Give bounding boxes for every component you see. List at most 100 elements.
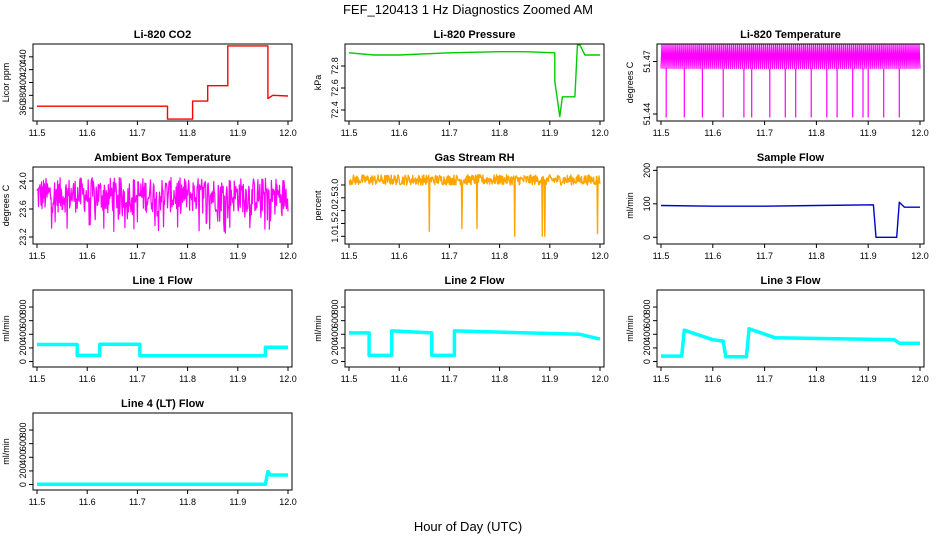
y-tick-label: 400 [18, 75, 28, 90]
x-tick-label: 11.5 [653, 251, 670, 261]
y-tick-label: 72.4 [330, 101, 340, 119]
plot-area [37, 45, 289, 120]
y-tick-label: 800 [18, 300, 28, 315]
x-tick-label: 11.7 [129, 251, 146, 261]
x-tick-label: 11.6 [391, 251, 408, 261]
y-tick-label: 400 [330, 327, 340, 342]
data-series-line [660, 44, 921, 118]
y-tick-label: 72.8 [330, 57, 340, 75]
data-series-line [37, 45, 289, 120]
x-tick-label: 11.7 [129, 374, 146, 384]
x-tick-label: 12.0 [911, 374, 929, 384]
y-tick-label: 200 [18, 340, 28, 355]
plot-area [349, 329, 601, 358]
y-tick-label: 1.0 [330, 230, 340, 243]
x-tick-label: 11.7 [756, 128, 773, 138]
y-axis-label: percent [313, 190, 323, 221]
chart-title: Ambient Box Temperature [94, 152, 231, 164]
plot-frame [32, 289, 293, 368]
figure-xlabel: Hour of Day (UTC) [414, 519, 522, 534]
x-tick-label: 11.8 [179, 251, 196, 261]
x-tick-label: 12.0 [279, 251, 297, 261]
plot-area [660, 201, 920, 238]
x-tick-label: 11.8 [491, 251, 508, 261]
chart-panel: Li-820 Pressure kPa 11.5 11.6 11.7 11.8 11.9 12… [313, 29, 609, 138]
x-tick-label: 11.8 [808, 128, 825, 138]
x-tick-label: 12.0 [591, 128, 609, 138]
x-tick-label: 11.9 [541, 251, 558, 261]
y-tick-label: 100 [642, 196, 652, 211]
x-tick-label: 11.5 [29, 251, 46, 261]
plot-area [348, 44, 600, 118]
y-tick-label: 3.0 [330, 179, 340, 192]
data-series-line [36, 177, 289, 234]
plot-area [660, 44, 921, 118]
x-tick-label: 11.8 [491, 128, 508, 138]
plot-area [348, 174, 601, 237]
y-tick-label: 200 [330, 340, 340, 355]
plot-frame [344, 43, 605, 122]
chart-title: Line 4 (LT) Flow [121, 398, 204, 410]
y-tick-label: 1.5 [330, 217, 340, 230]
x-tick-label: 11.6 [79, 497, 96, 507]
x-tick-label: 11.6 [79, 374, 96, 384]
x-tick-label: 12.0 [279, 374, 297, 384]
y-tick-label: 400 [18, 327, 28, 342]
x-tick-label: 11.9 [229, 251, 246, 261]
y-tick-label: 380 [18, 88, 28, 103]
y-tick-label: 200 [18, 463, 28, 478]
plot-frame [32, 166, 293, 245]
plot-area [37, 469, 288, 486]
x-tick-label: 11.9 [541, 374, 558, 384]
y-tick-label: 51.44 [642, 103, 652, 126]
data-series-line [348, 174, 601, 237]
plot-frame [344, 289, 605, 368]
data-series-line [661, 327, 920, 359]
chart-panel: Ambient Box Temperature degrees C 11.5 11.6… [1, 152, 297, 261]
y-tick-label: 600 [18, 436, 28, 451]
x-tick-label: 11.5 [341, 128, 358, 138]
plot-area [36, 177, 289, 234]
y-axis-label: Licor ppm [1, 63, 11, 103]
data-series-line [660, 201, 920, 238]
chart-panel: Line 1 Flow ml/min 11.5 11.6 11.7 11.8 11.9 12.… [1, 275, 297, 384]
y-tick-label: 23.2 [18, 228, 28, 246]
y-tick-label: 2.0 [330, 204, 340, 217]
x-tick-label: 11.9 [541, 128, 558, 138]
data-series-line [349, 329, 601, 358]
chart-panel: Line 4 (LT) Flow ml/min 11.5 11.6 11.7 11.8 11… [1, 398, 297, 507]
y-axis-label: degrees C [1, 184, 11, 226]
y-tick-label: 23.6 [18, 200, 28, 218]
y-tick-label: 400 [642, 327, 652, 342]
x-tick-label: 11.6 [704, 374, 721, 384]
chart-panel: Li-820 Temperature degrees C 11.5 11.6 11.7 1… [625, 29, 929, 138]
plot-area [37, 342, 288, 358]
x-tick-label: 11.8 [808, 374, 825, 384]
x-tick-label: 12.0 [911, 251, 929, 261]
x-tick-label: 12.0 [279, 128, 297, 138]
y-tick-label: 200 [642, 340, 652, 355]
chart-panel: Gas Stream RH percent 11.5 11.6 11.7 11.8 11.9… [313, 152, 609, 261]
chart-panel: Li-820 CO2 Licor ppm 11.5 11.6 11.7 11.8 11.9 1… [1, 29, 297, 138]
x-tick-label: 11.5 [29, 497, 46, 507]
data-series-line [37, 342, 288, 358]
chart-title: Li-820 Pressure [434, 29, 516, 41]
x-tick-label: 11.5 [653, 374, 670, 384]
chart-title: Gas Stream RH [434, 152, 514, 164]
y-tick-label: 800 [18, 423, 28, 438]
data-series-line [348, 44, 600, 118]
y-tick-label: 360 [18, 101, 28, 116]
x-tick-label: 11.7 [441, 251, 458, 261]
y-tick-label: 72.6 [330, 79, 340, 97]
plot-area [661, 327, 920, 359]
x-tick-label: 11.7 [756, 374, 773, 384]
y-tick-label: 2.5 [330, 192, 340, 205]
x-tick-label: 12.0 [591, 251, 609, 261]
y-tick-label: 0 [18, 482, 28, 487]
chart-title: Li-820 CO2 [134, 29, 191, 41]
y-axis-label: kPa [313, 75, 323, 91]
plot-frame [344, 166, 605, 245]
y-tick-label: 400 [18, 450, 28, 465]
x-tick-label: 11.5 [341, 251, 358, 261]
x-tick-label: 11.9 [860, 374, 877, 384]
